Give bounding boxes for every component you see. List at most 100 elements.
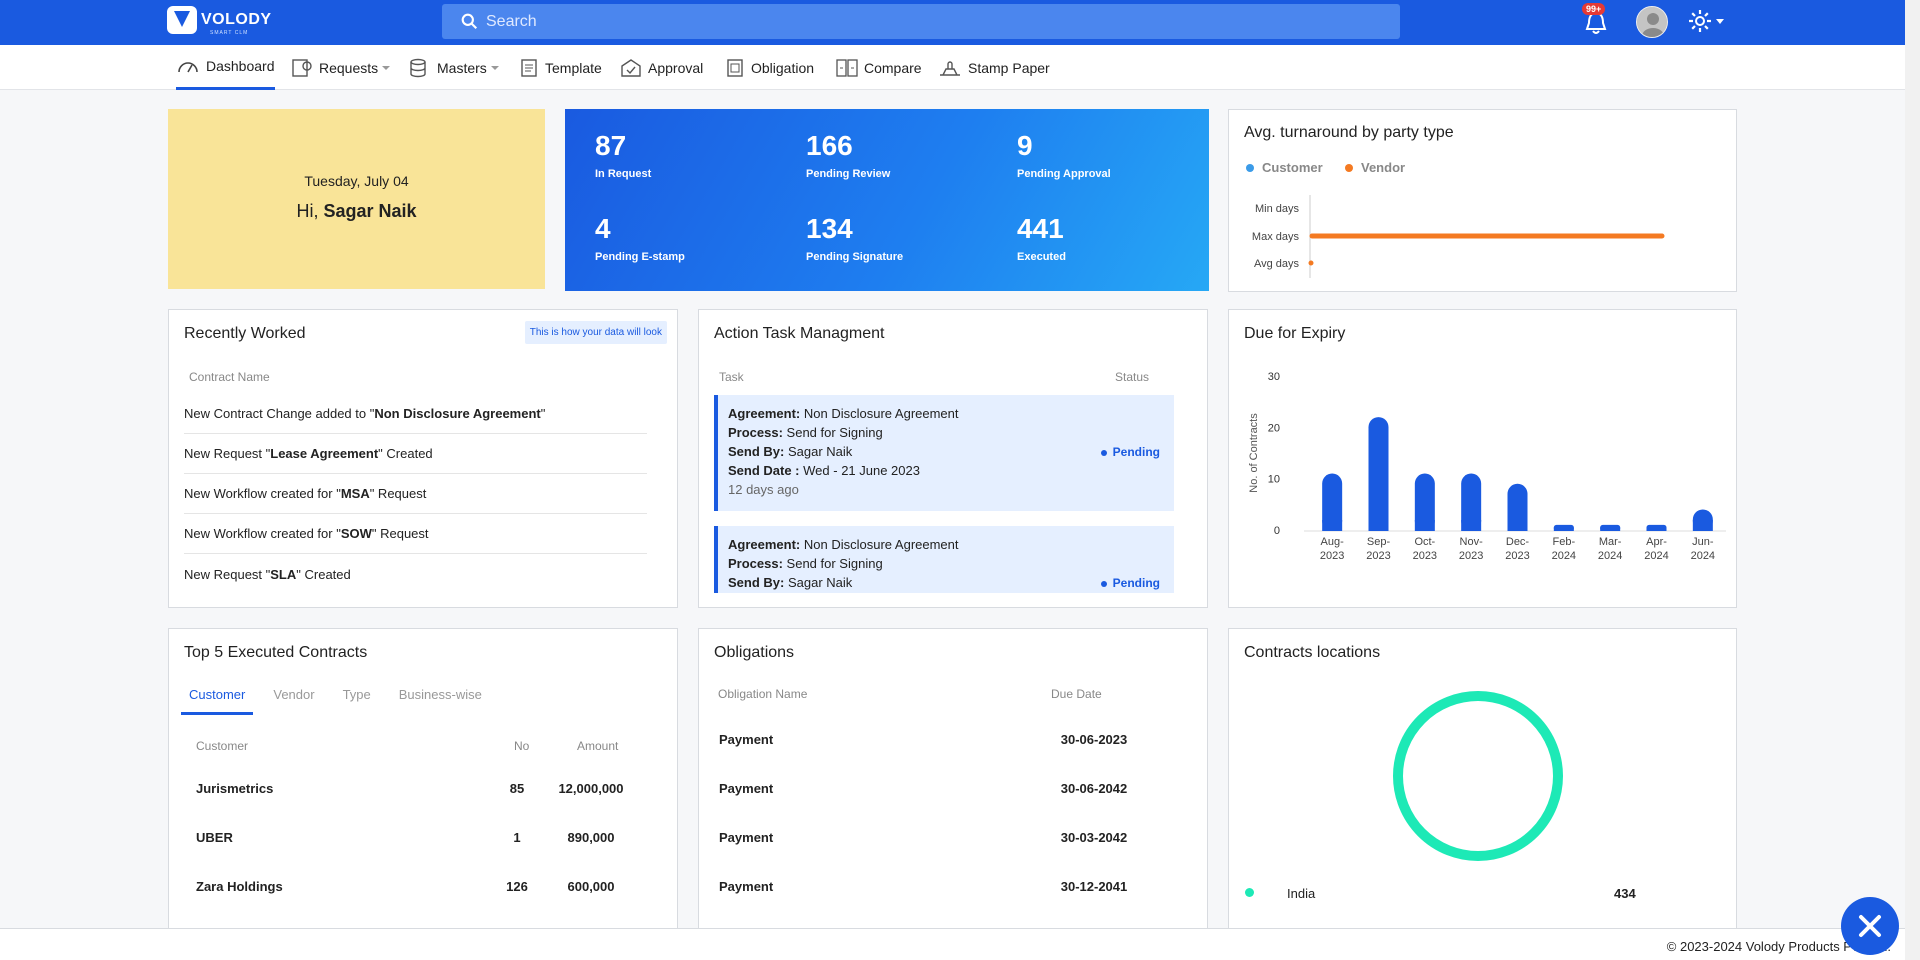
stat-label: Executed	[1017, 251, 1066, 263]
nav-dashboard[interactable]: Dashboard	[176, 45, 275, 90]
card-title: Top 5 Executed Contracts	[184, 644, 368, 661]
search-bar[interactable]	[442, 4, 1400, 39]
compare-icon	[836, 58, 858, 78]
brand-logo[interactable]: VOLODY SMART CLM	[167, 6, 272, 36]
item-text: New Workflow created for "	[184, 526, 341, 541]
tab-type[interactable]: Type	[342, 687, 371, 702]
nav-label: Compare	[864, 59, 922, 76]
x-tick-label: 2024	[1598, 550, 1622, 562]
legend-item-india[interactable]	[1245, 885, 1259, 899]
status-badge: Pending	[1101, 443, 1160, 462]
list-item[interactable]: New Contract Change added to " Non Disclo…	[184, 394, 647, 434]
task-list[interactable]: Agreement: Non Disclosure Agreement Proc…	[714, 395, 1179, 593]
nav-stamp-paper[interactable]: Stamp Paper	[938, 45, 1050, 90]
item-text: "	[540, 406, 546, 421]
card-title: Avg. turnaround by party type	[1244, 124, 1454, 141]
copyright-text: © 2023-2024 Volody Products Pvt. Ltd.	[1666, 939, 1891, 954]
stat-pending-approval[interactable]: 9 Pending Approval	[1017, 130, 1111, 180]
stat-pending-review[interactable]: 166 Pending Review	[806, 130, 890, 180]
search-input[interactable]	[486, 12, 1286, 31]
stat-value: 134	[806, 213, 853, 244]
task-item[interactable]: Agreement: Non Disclosure Agreement Proc…	[714, 526, 1174, 593]
nav-approval[interactable]: Approval	[620, 45, 703, 90]
page-scrollbar[interactable]	[1905, 0, 1920, 960]
row-label-max: Max days	[1252, 231, 1300, 243]
field-label: Process:	[728, 556, 783, 571]
chevron-down-icon	[1716, 18, 1724, 24]
nav-masters[interactable]: Masters	[409, 45, 499, 90]
task-item[interactable]: Agreement: Non Disclosure Agreement Proc…	[714, 395, 1174, 511]
nav-label: Requests	[319, 59, 379, 76]
nav-compare[interactable]: Compare	[836, 45, 922, 90]
x-tick-label: 2023	[1413, 550, 1437, 562]
field-label: Agreement:	[728, 537, 801, 552]
stat-value: 4	[595, 213, 611, 244]
x-tick-label: 2024	[1552, 550, 1576, 562]
nav-template[interactable]: Template	[519, 45, 602, 90]
chart-bar	[1507, 483, 1528, 531]
cell-no: 1	[513, 830, 521, 845]
gear-icon	[1689, 10, 1711, 32]
y-tick-label: 0	[1274, 525, 1280, 537]
settings-menu[interactable]	[1688, 9, 1724, 33]
stat-pending-signature[interactable]: 134 Pending Signature	[806, 213, 903, 263]
chevron-down-icon	[382, 65, 391, 70]
chart-bar-base	[1553, 527, 1574, 531]
stat-label: Pending E-stamp	[595, 251, 685, 263]
nav-label: Dashboard	[206, 58, 275, 74]
item-text: " Request	[369, 486, 427, 501]
footer: © 2023-2024 Volody Products Pvt. Ltd.	[0, 928, 1905, 960]
chart-bar	[1461, 473, 1482, 531]
stat-in-request[interactable]: 87 In Request	[595, 130, 651, 180]
card-title: Action Task Managment	[714, 325, 885, 342]
nav-obligation[interactable]: Obligation	[725, 45, 814, 90]
chart-bar-base	[1692, 520, 1713, 531]
legend-dot	[1245, 888, 1254, 897]
x-tick-label: Feb-	[1553, 536, 1576, 548]
status-badge: Pending	[1101, 574, 1160, 593]
legend-customer[interactable]: Customer	[1246, 160, 1323, 175]
tab-vendor[interactable]: Vendor	[273, 687, 315, 702]
x-tick-label: 2023	[1320, 550, 1344, 562]
field-value: Sagar Naik	[787, 575, 853, 590]
stat-executed[interactable]: 441 Executed	[1017, 213, 1066, 263]
legend-label: Vendor	[1361, 160, 1406, 175]
x-tick-label: Nov-	[1460, 536, 1484, 548]
greeting-card: Tuesday, July 04 Hi, Sagar Naik	[168, 109, 545, 289]
field-label: Send By:	[728, 444, 785, 459]
chart-bar-base	[1600, 527, 1621, 531]
column-header-amount: Amount	[577, 739, 619, 753]
chart-bar-base	[1646, 527, 1667, 531]
x-tick-label: 2024	[1691, 550, 1715, 562]
nav-requests[interactable]: Requests	[291, 45, 391, 90]
chart-bar-base	[1368, 520, 1389, 531]
chart-bar-base	[1461, 520, 1482, 531]
user-avatar[interactable]	[1636, 6, 1668, 38]
nav-label: Approval	[648, 59, 704, 76]
list-item[interactable]: New Workflow created for " SOW " Request	[184, 514, 647, 554]
stat-label: Pending Review	[806, 168, 891, 180]
cell-customer: Zara Holdings	[196, 879, 283, 894]
legend-vendor[interactable]: Vendor	[1345, 160, 1405, 175]
chart-bar-base	[1322, 520, 1343, 531]
stat-label: Pending Approval	[1017, 168, 1111, 180]
donut-slice-india[interactable]	[1393, 691, 1563, 861]
tab-business-wise[interactable]: Business-wise	[398, 687, 482, 702]
list-item[interactable]: New Request " SLA " Created	[184, 554, 647, 594]
cell-amount: 890,000	[567, 830, 615, 845]
cell-no: 126	[506, 879, 528, 894]
speedometer-icon	[176, 57, 200, 75]
list-item[interactable]: New Request " Lease Agreement " Created	[184, 434, 647, 474]
item-text: " Created	[378, 446, 433, 461]
list-item[interactable]: New Workflow created for " MSA " Request	[184, 474, 647, 514]
item-text: New Request "	[184, 446, 271, 461]
field-value: Wed - 21 June 2023	[803, 463, 920, 478]
close-fab-button[interactable]	[1841, 897, 1899, 955]
chart-bar-base	[1414, 520, 1435, 531]
item-bold: SLA	[270, 566, 297, 582]
x-tick-label: Apr-	[1646, 536, 1667, 548]
tab-customer[interactable]: Customer	[181, 687, 254, 715]
column-header: Contract Name	[189, 370, 270, 384]
turnaround-chart: Min days Max days Avg days	[1252, 195, 1665, 278]
stat-pending-estamp[interactable]: 4 Pending E-stamp	[595, 213, 685, 263]
